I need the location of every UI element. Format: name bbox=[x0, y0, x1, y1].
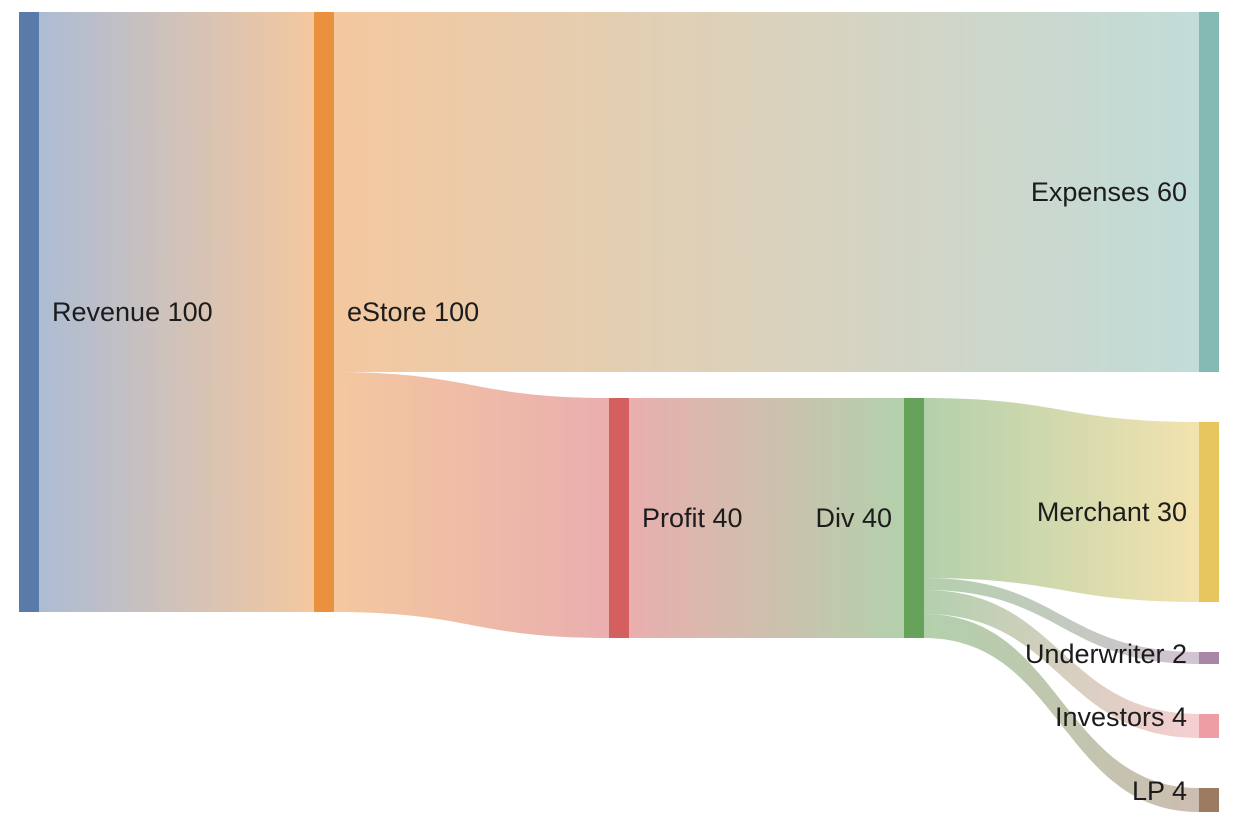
link-profit-to-div bbox=[629, 398, 904, 638]
node-investors bbox=[1199, 714, 1219, 738]
labels-layer: Revenue 100 eStore 100 Expenses 60 Profit 4… bbox=[52, 177, 1187, 806]
link-revenue-to-estore bbox=[39, 12, 314, 612]
link-estore-to-expenses bbox=[334, 12, 1199, 372]
node-lp bbox=[1199, 788, 1219, 812]
node-label-div: Div 40 bbox=[815, 503, 892, 533]
node-revenue bbox=[19, 12, 39, 612]
node-label-merchant: Merchant 30 bbox=[1037, 497, 1187, 527]
link-div-to-investors bbox=[924, 590, 1199, 738]
node-expenses bbox=[1199, 12, 1219, 372]
node-label-profit: Profit 40 bbox=[642, 503, 743, 533]
node-label-estore: eStore 100 bbox=[347, 297, 479, 327]
link-div-to-merchant bbox=[924, 398, 1199, 602]
nodes-layer bbox=[19, 12, 1219, 812]
link-div-to-lp bbox=[924, 614, 1199, 812]
node-estore bbox=[314, 12, 334, 612]
node-label-revenue: Revenue 100 bbox=[52, 297, 213, 327]
links-layer bbox=[39, 12, 1199, 812]
node-label-expenses: Expenses 60 bbox=[1031, 177, 1187, 207]
link-estore-to-profit bbox=[334, 372, 609, 638]
node-underwriter bbox=[1199, 652, 1219, 664]
node-label-lp: LP 4 bbox=[1132, 776, 1187, 806]
node-merchant bbox=[1199, 422, 1219, 602]
link-div-to-underwriter bbox=[924, 578, 1199, 664]
node-div bbox=[904, 398, 924, 638]
node-label-underwriter: Underwriter 2 bbox=[1025, 639, 1187, 669]
node-label-investors: Investors 4 bbox=[1055, 702, 1187, 732]
node-profit bbox=[609, 398, 629, 638]
